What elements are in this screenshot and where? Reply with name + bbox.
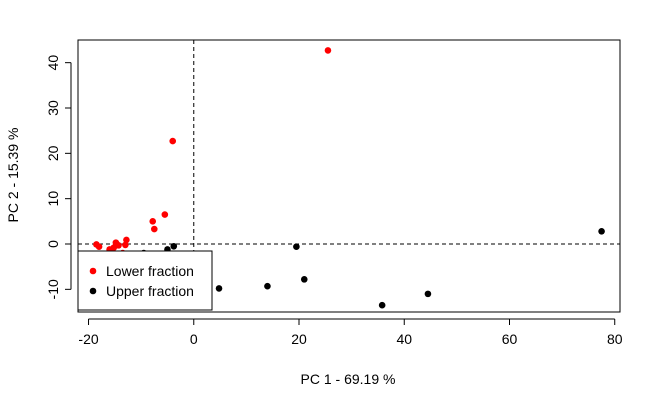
legend-box xyxy=(77,250,213,311)
data-point xyxy=(598,228,605,235)
y-axis-label: PC 2 - 15.39 % xyxy=(5,128,21,223)
data-point xyxy=(215,285,223,292)
y-tick-label: 10 xyxy=(45,191,61,207)
legend-entry-label: Lower fraction xyxy=(106,263,194,279)
data-point xyxy=(95,243,103,251)
x-tick-label: 20 xyxy=(291,331,307,347)
data-point xyxy=(424,290,432,298)
plot-border xyxy=(77,39,621,313)
x-tick-label: 60 xyxy=(502,331,518,347)
data-point xyxy=(378,301,386,309)
legend-entry-label: Upper fraction xyxy=(106,283,194,299)
y-tick-label: -10 xyxy=(45,279,61,299)
data-point xyxy=(149,218,157,225)
data-point xyxy=(169,137,177,145)
x-axis-label: PC 1 - 69.19 % xyxy=(301,371,396,387)
x-axis: -20 0 20 40 60 80 xyxy=(78,318,623,347)
legend: Lower fraction Upper fraction xyxy=(77,250,213,311)
data-point xyxy=(115,242,122,249)
x-tick-label: 80 xyxy=(607,331,623,347)
data-point xyxy=(324,47,332,54)
data-point xyxy=(123,236,130,244)
data-point xyxy=(151,225,158,233)
legend-marker xyxy=(89,287,97,295)
x-tick-label: -20 xyxy=(78,331,98,347)
legend-marker xyxy=(89,267,97,275)
data-point xyxy=(170,242,178,250)
y-tick-label: 0 xyxy=(45,240,61,248)
y-tick-label: 40 xyxy=(45,55,61,71)
y-tick-label: 20 xyxy=(45,145,61,161)
data-point xyxy=(264,282,271,290)
data-point xyxy=(293,243,300,251)
x-tick-label: 0 xyxy=(190,331,198,347)
data-point xyxy=(161,211,169,218)
y-tick-label: 30 xyxy=(45,100,61,116)
data-point xyxy=(300,276,308,283)
x-tick-label: 40 xyxy=(396,331,412,347)
y-axis: -10 0 10 20 30 40 xyxy=(45,55,72,299)
data-point xyxy=(122,241,129,249)
